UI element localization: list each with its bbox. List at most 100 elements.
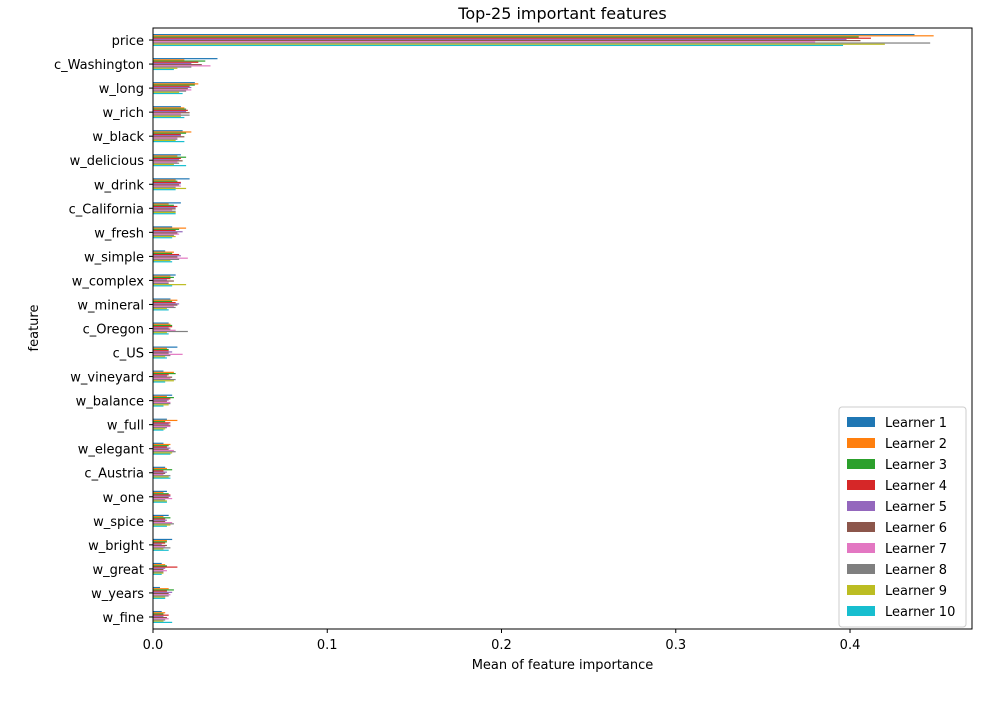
- x-tick-label: 0.1: [317, 638, 338, 653]
- bar: [153, 542, 166, 544]
- bar: [153, 66, 192, 68]
- bar: [153, 160, 183, 162]
- y-tick-label: w_fresh: [94, 226, 144, 241]
- bar: [153, 500, 167, 502]
- bar: [153, 91, 180, 93]
- bar: [153, 397, 174, 399]
- bar: [153, 281, 169, 283]
- bar: [153, 60, 206, 62]
- bar: [153, 491, 164, 494]
- bar: [153, 232, 178, 234]
- bar: [153, 155, 178, 157]
- bar: [153, 376, 173, 378]
- bar: [153, 332, 167, 334]
- y-tick-label: w_vineyard: [70, 371, 144, 386]
- legend-label: Learner 3: [885, 458, 947, 473]
- bar: [153, 597, 166, 599]
- bar: [153, 86, 192, 89]
- bar: [153, 34, 915, 36]
- bar: [153, 522, 173, 524]
- bar: [153, 207, 176, 209]
- bar: [153, 285, 173, 287]
- bar: [153, 88, 188, 90]
- bar: [153, 621, 173, 623]
- bar: [153, 496, 169, 498]
- bar: [153, 187, 187, 190]
- bar: [153, 423, 169, 425]
- bar: [153, 370, 164, 372]
- bar: [153, 427, 167, 429]
- bar: [153, 395, 167, 398]
- bar: [153, 549, 169, 551]
- bar: [153, 354, 171, 357]
- x-tick-label: 0.2: [491, 638, 512, 653]
- legend-swatch: [847, 564, 875, 574]
- bar: [153, 178, 190, 180]
- bar: [153, 203, 169, 205]
- bar: [153, 183, 181, 185]
- bar: [153, 132, 187, 134]
- bar: [153, 82, 195, 84]
- bar: [153, 352, 169, 354]
- bar: [153, 356, 166, 358]
- bar: [153, 618, 169, 620]
- bar: [153, 137, 178, 139]
- bar: [153, 524, 171, 526]
- bar: [153, 449, 174, 452]
- bar: [153, 308, 167, 310]
- bar: [153, 181, 181, 184]
- bar: [153, 562, 162, 565]
- bar: [153, 424, 171, 426]
- bar: [153, 43, 885, 45]
- bar: [153, 85, 190, 87]
- bar: [153, 519, 167, 521]
- bar: [153, 228, 180, 230]
- bar: [153, 429, 164, 431]
- bar: [153, 44, 844, 47]
- bar: [153, 62, 192, 65]
- bar: [153, 275, 171, 277]
- bar: [153, 61, 199, 63]
- bar: [153, 89, 192, 91]
- bar: [153, 90, 187, 92]
- bar: [153, 543, 162, 545]
- bar: [153, 179, 176, 181]
- bar: [153, 322, 169, 324]
- legend-label: Learner 10: [885, 605, 955, 620]
- bar: [153, 394, 173, 396]
- bar: [153, 350, 169, 352]
- bar: [153, 323, 171, 325]
- bar: [153, 348, 169, 351]
- bar: [153, 251, 174, 253]
- bar: [153, 497, 173, 500]
- bar: [153, 274, 176, 276]
- legend-swatch: [847, 459, 875, 469]
- bar: [153, 130, 183, 132]
- bar: [153, 490, 167, 492]
- bar: [153, 133, 181, 135]
- legend-label: Learner 7: [885, 542, 947, 557]
- bar: [153, 567, 166, 569]
- bar: [153, 41, 816, 43]
- bar: [153, 445, 169, 447]
- bar: [153, 226, 173, 228]
- bar: [153, 303, 180, 305]
- bar: [153, 134, 181, 137]
- bar: [153, 116, 185, 119]
- legend-swatch: [847, 501, 875, 511]
- bar: [153, 58, 218, 60]
- bar: [153, 588, 169, 590]
- y-tick-label: w_spice: [93, 515, 144, 530]
- bar: [153, 346, 178, 348]
- bar: [153, 156, 187, 158]
- bar: [153, 590, 167, 592]
- bar: [153, 309, 169, 311]
- bar: [153, 525, 167, 527]
- bar: [153, 159, 180, 161]
- bar: [153, 113, 181, 115]
- legend-swatch: [847, 480, 875, 490]
- bar: [153, 448, 169, 450]
- bar: [153, 351, 173, 353]
- y-tick-label: w_simple: [84, 250, 144, 265]
- bar: [153, 443, 171, 446]
